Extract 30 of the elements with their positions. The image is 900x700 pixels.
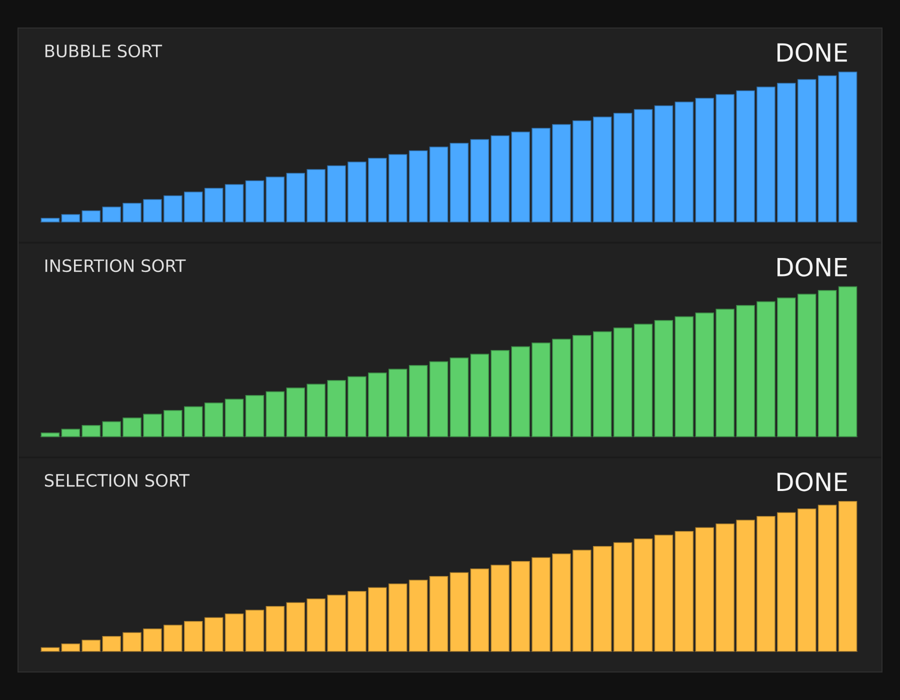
bar <box>224 613 244 652</box>
bar <box>634 324 653 438</box>
bar <box>245 180 264 222</box>
bar <box>654 320 674 438</box>
bar <box>654 105 674 222</box>
bar <box>838 286 858 438</box>
bar <box>40 647 60 652</box>
bar <box>224 398 244 438</box>
bar <box>245 395 264 438</box>
bar <box>450 572 469 652</box>
text: DONE <box>777 472 847 492</box>
bar <box>654 534 674 652</box>
bar <box>429 361 448 438</box>
text: DONE <box>777 258 847 277</box>
bar <box>429 146 448 222</box>
bar <box>224 184 244 222</box>
text: DONE <box>777 43 847 62</box>
bar <box>245 610 264 652</box>
bar <box>40 432 60 438</box>
bar <box>40 218 60 222</box>
chart-title: SELECTION SORT <box>44 474 190 487</box>
bar <box>634 109 653 222</box>
bar <box>429 576 448 652</box>
bar <box>838 500 858 652</box>
chart-title: BUBBLE SORT <box>45 44 162 58</box>
bar <box>450 358 469 438</box>
bar <box>450 142 469 222</box>
bar <box>634 538 653 652</box>
bar <box>838 72 858 222</box>
chart-title: INSERTION SORT <box>45 259 186 272</box>
